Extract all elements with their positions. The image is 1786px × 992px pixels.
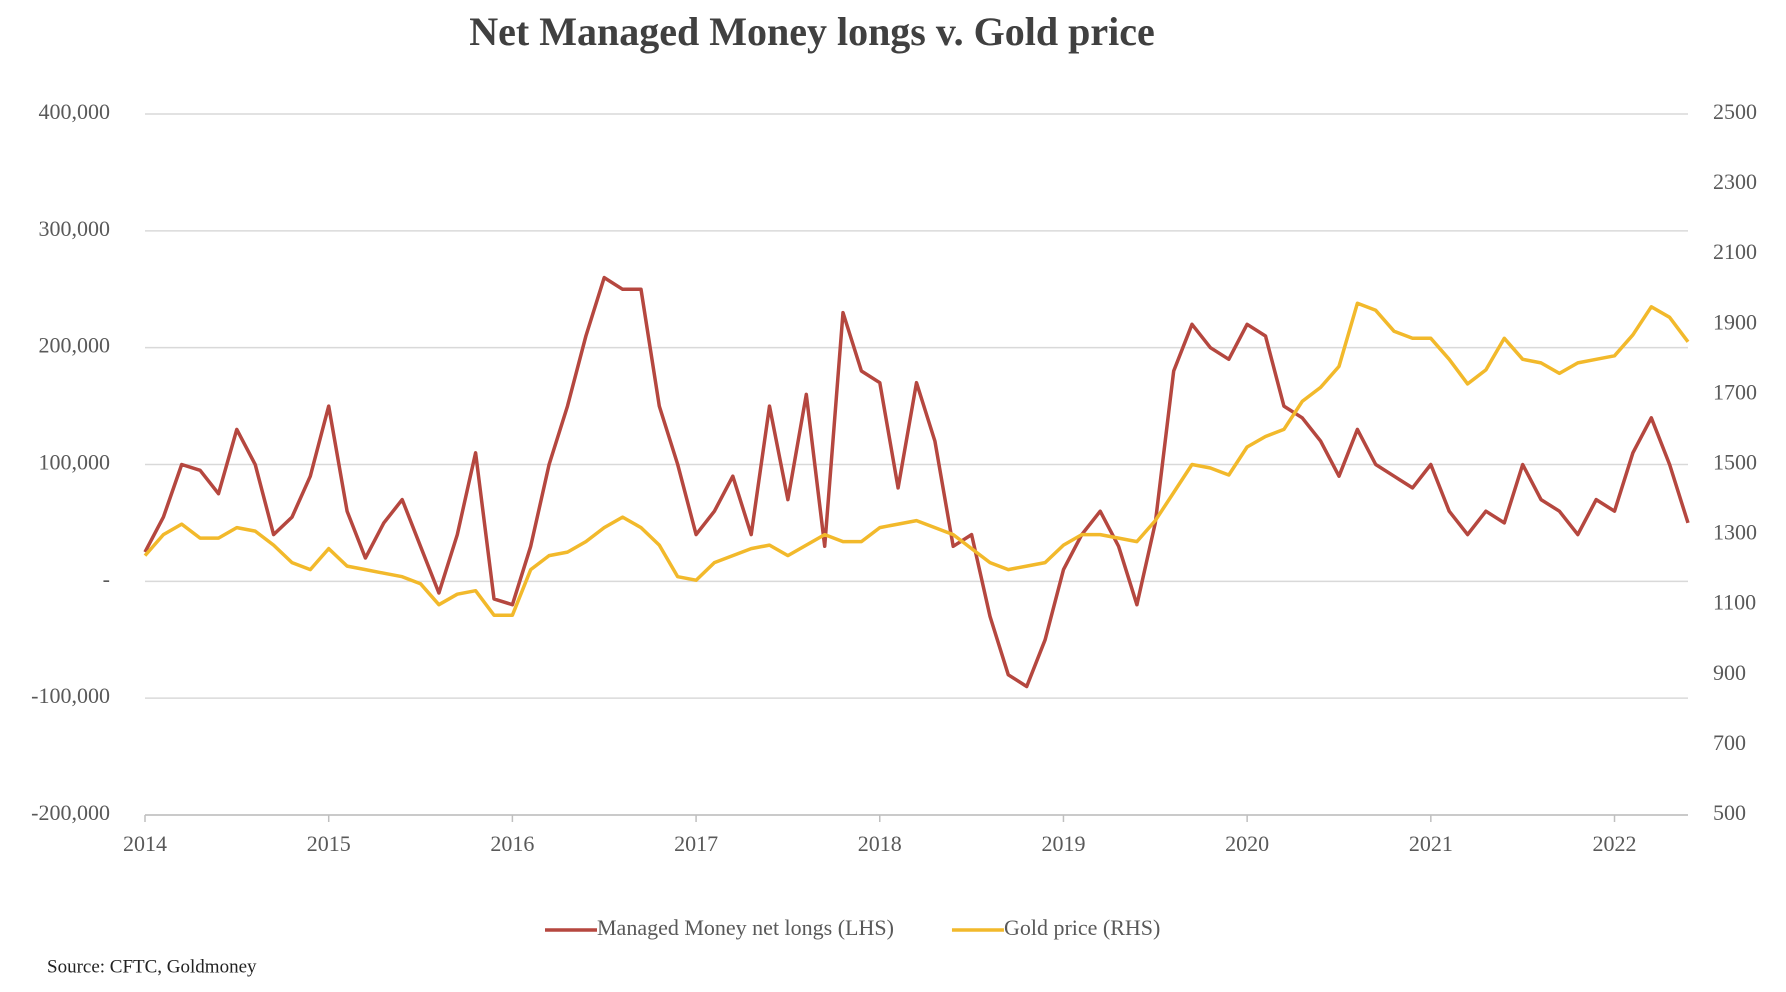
x-tick-label: 2014: [123, 831, 167, 856]
legend-label: Gold price (RHS): [1004, 915, 1160, 940]
y2-tick-label: 700: [1713, 730, 1746, 755]
x-tick-label: 2019: [1041, 831, 1085, 856]
y2-tick-label: 1100: [1713, 590, 1756, 615]
y-tick-label: 300,000: [39, 216, 111, 241]
source-note: Source: CFTC, Goldmoney: [47, 956, 257, 977]
y2-tick-label: 2100: [1713, 239, 1757, 264]
y2-tick-label: 900: [1713, 660, 1746, 685]
y-tick-label: -100,000: [31, 683, 110, 708]
x-tick-label: 2022: [1593, 831, 1637, 856]
y2-tick-label: 1500: [1713, 450, 1757, 475]
chart-title: Net Managed Money longs v. Gold price: [469, 9, 1155, 54]
series-line: [143, 275, 1690, 689]
y-tick-label: -200,000: [31, 800, 110, 825]
y2-tick-label: 2500: [1713, 99, 1757, 124]
series-line: [143, 301, 1690, 617]
y2-tick-label: 1900: [1713, 309, 1757, 334]
x-tick-label: 2017: [674, 831, 718, 856]
x-tick-label: 2021: [1409, 831, 1453, 856]
y2-tick-label: 2300: [1713, 169, 1757, 194]
y-tick-label: 100,000: [39, 450, 111, 475]
x-tick-label: 2015: [307, 831, 351, 856]
y2-tick-label: 1300: [1713, 520, 1757, 545]
y2-tick-label: 1700: [1713, 379, 1757, 404]
legend-label: Managed Money net longs (LHS): [597, 915, 894, 940]
x-tick-label: 2020: [1225, 831, 1269, 856]
x-tick-label: 2016: [490, 831, 534, 856]
y-tick-label: 400,000: [39, 99, 111, 124]
x-tick-label: 2018: [858, 831, 902, 856]
y2-tick-label: 500: [1713, 800, 1746, 825]
y-tick-label: -: [103, 566, 110, 591]
y-tick-label: 200,000: [39, 333, 111, 358]
